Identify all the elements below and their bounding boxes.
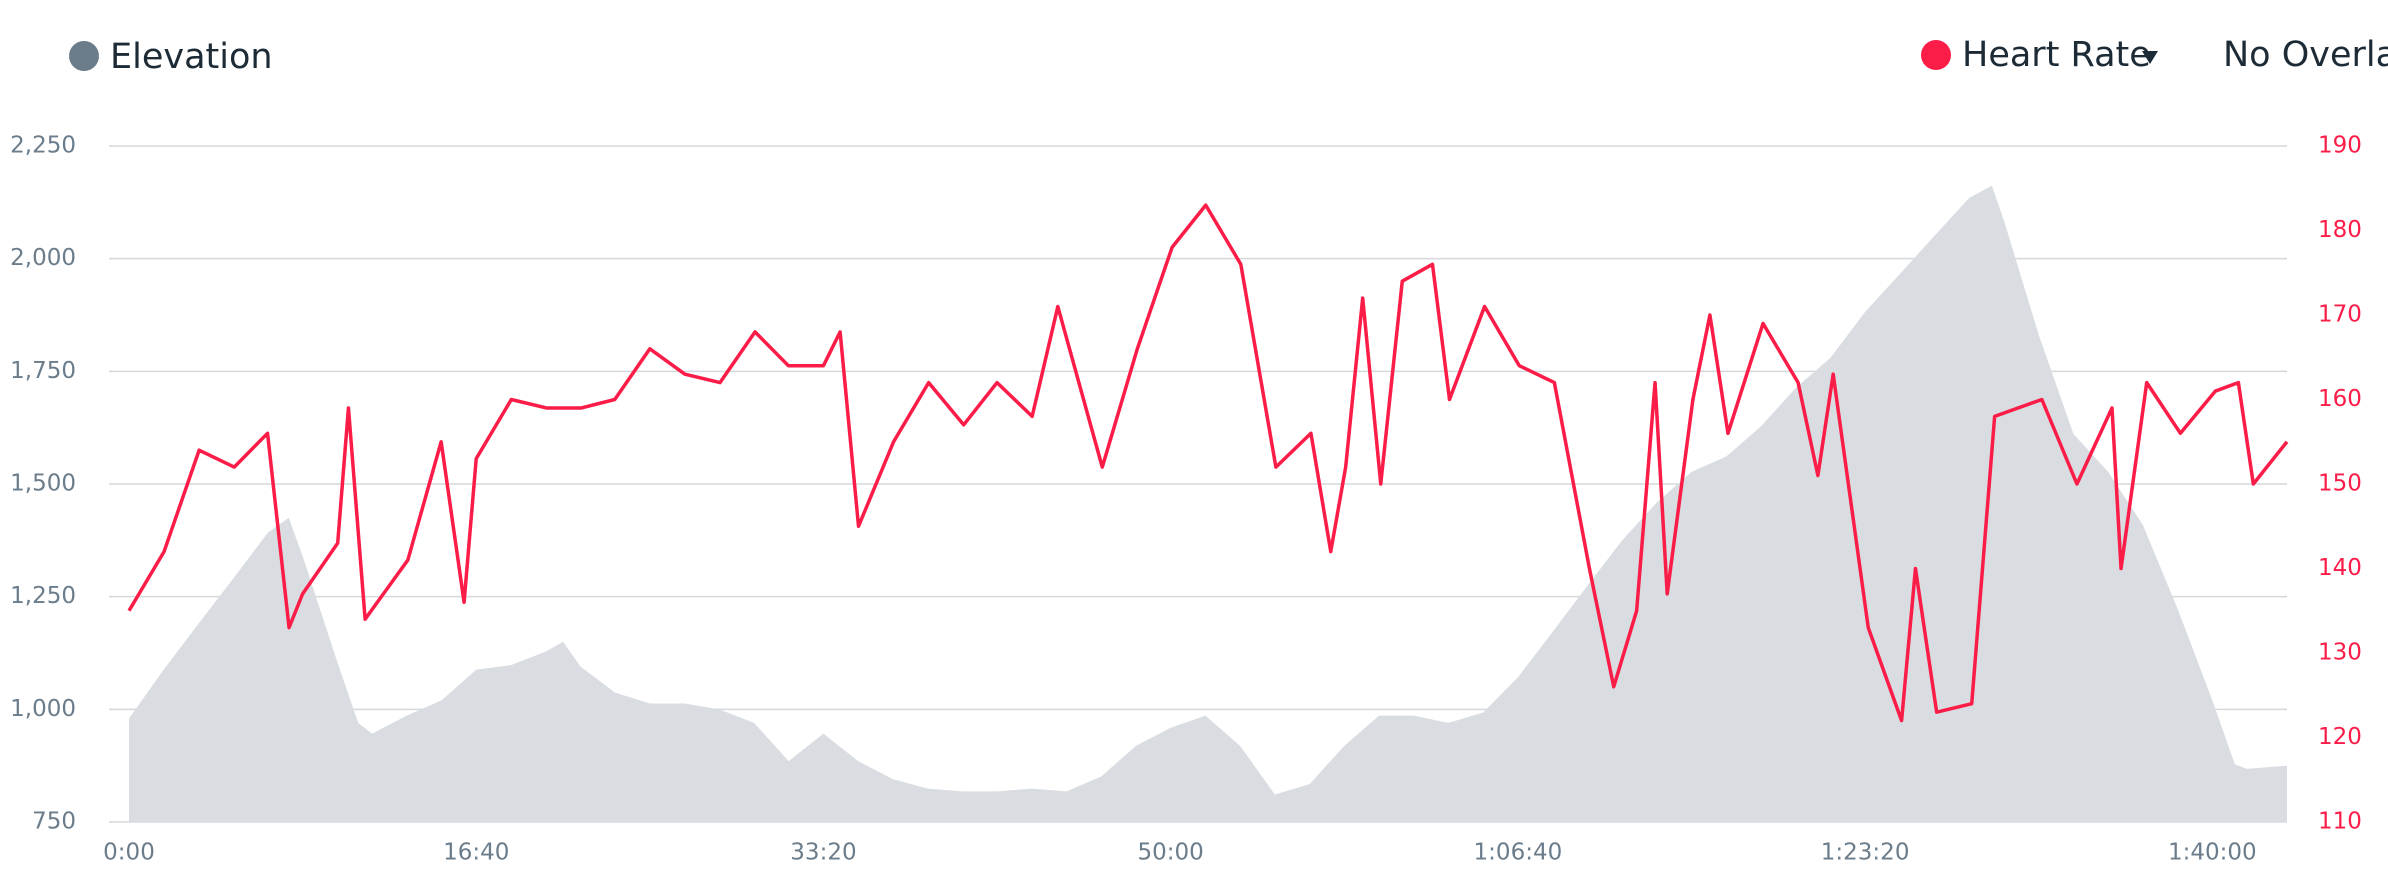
y2-tick-label: 110	[2318, 809, 2362, 835]
legend-swatch-elevation[interactable]	[69, 41, 99, 71]
x-tick-label: 0:00	[103, 840, 155, 866]
y2-tick-label: 150	[2318, 471, 2362, 497]
y2-tick-label: 140	[2318, 555, 2362, 581]
y2-tick-label: 130	[2318, 640, 2362, 666]
x-tick-label: 50:00	[1138, 840, 1204, 866]
y2-tick-label: 160	[2318, 386, 2362, 412]
y-tick-label: 1,250	[10, 583, 76, 609]
x-tick-label: 33:20	[790, 840, 856, 866]
axes: 750 1,000 1,250 1,500 1,750 2,000 2,250 110 120 1…	[10, 133, 2362, 866]
legend-heart-rate[interactable]: Heart Rate	[1962, 35, 2151, 75]
y-tick-label: 1,500	[10, 471, 76, 497]
y-tick-label: 2,000	[10, 245, 76, 271]
legend-no-overlay[interactable]: No Overlay	[2223, 35, 2388, 75]
series	[127, 185, 2289, 822]
y2-tick-label: 170	[2318, 302, 2362, 328]
y2-tick-label: 120	[2318, 724, 2362, 750]
legend: Elevation Heart Rate No Overlay	[69, 35, 2388, 77]
legend-elevation[interactable]: Elevation	[110, 37, 273, 77]
x-tick-label: 1:40:00	[2168, 840, 2257, 866]
y-tick-label: 1,750	[10, 358, 76, 384]
x-tick-label: 1:06:40	[1474, 840, 1563, 866]
y2-tick-label: 190	[2318, 133, 2362, 159]
elevation-area	[129, 185, 2287, 822]
y2-tick-label: 180	[2318, 217, 2362, 243]
x-tick-label: 1:23:20	[1821, 840, 1910, 866]
y-tick-label: 750	[32, 809, 76, 835]
y-tick-label: 1,000	[10, 696, 76, 722]
dropdown-caret[interactable]	[2142, 51, 2158, 64]
x-tick-label: 16:40	[443, 840, 509, 866]
legend-swatch-heart-rate[interactable]	[1921, 40, 1951, 70]
heart-rate-line	[127, 203, 2289, 723]
y-tick-label: 2,250	[10, 133, 76, 159]
